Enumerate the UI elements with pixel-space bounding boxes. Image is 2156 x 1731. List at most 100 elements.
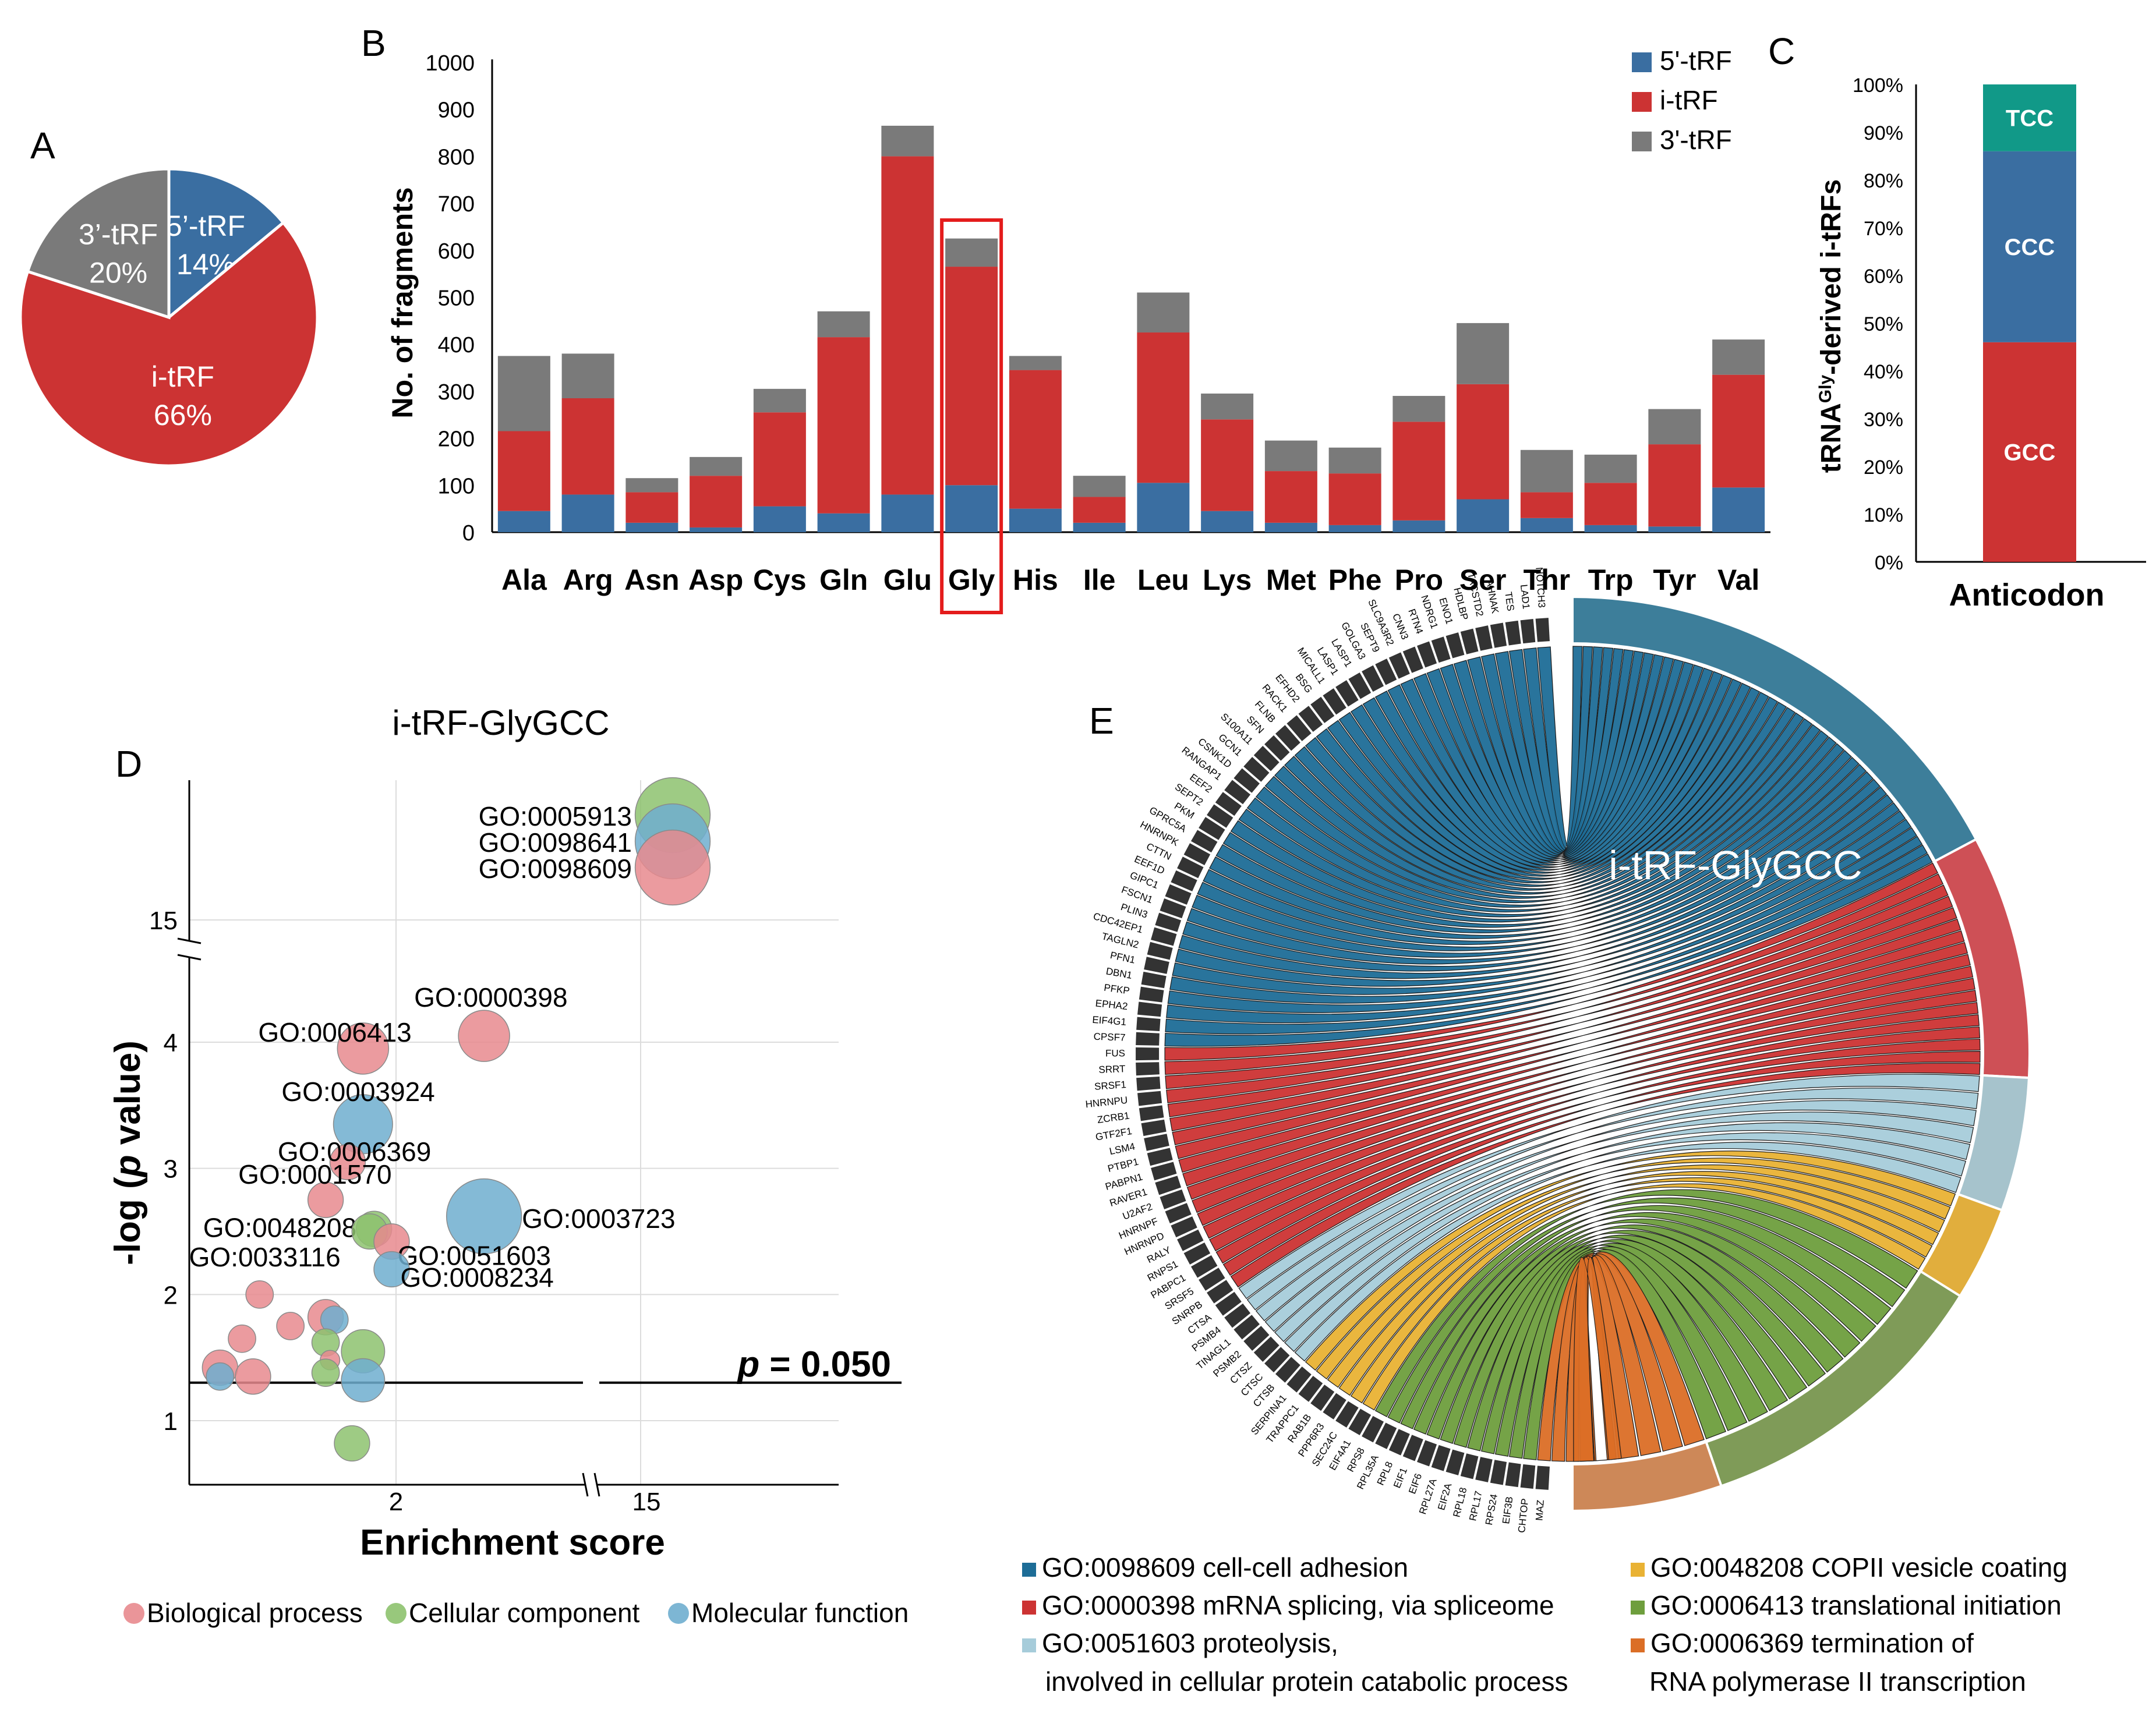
- gene-tick: [1171, 1216, 1197, 1238]
- gene-tick: [1475, 1457, 1493, 1482]
- bar-segment: [881, 494, 934, 532]
- gene-tick: [1215, 1291, 1242, 1316]
- gene-label: LAD1: [1518, 584, 1532, 610]
- gene-tick: [1445, 632, 1465, 659]
- gene-tick: [1535, 1465, 1550, 1490]
- category-arc: [1571, 1440, 1723, 1513]
- gene-label: FUS: [1105, 1047, 1125, 1059]
- y-tick-label: 80%: [1864, 170, 1903, 192]
- gene-tick: [1190, 830, 1218, 853]
- gene-tick: [1490, 1460, 1507, 1485]
- gene-label: RPL18: [1451, 1486, 1469, 1518]
- chord-link: [1209, 750, 1852, 939]
- gene-label: TAGLN2: [1101, 930, 1140, 950]
- anticodon-stacked-bar: 0% 10% 20% 30% 40% 50% 60% 70% 80% 90% 100% GCC CCC T…: [1853, 75, 2146, 574]
- bar-segment: [1137, 332, 1190, 483]
- bar-segment: [625, 522, 678, 532]
- gene-label: EIF3B: [1500, 1496, 1515, 1524]
- gene-tick: [1348, 1408, 1372, 1436]
- chord-link: [1362, 1183, 1926, 1411]
- panelD-xlabel: Enrichment score: [360, 1523, 665, 1563]
- gene-tick: [1183, 843, 1211, 866]
- gene-tick: [1160, 1189, 1186, 1209]
- x-tick-label: 2: [389, 1488, 403, 1516]
- bar-segment: [1584, 454, 1637, 483]
- gene-tick: [1362, 1415, 1384, 1443]
- y-axis-break: [177, 937, 202, 961]
- chord-link: [1172, 810, 1906, 995]
- y-tick-label: 4: [164, 1029, 178, 1057]
- chord-link: [1294, 692, 1769, 891]
- gene-tick: [1264, 735, 1290, 761]
- y-tick-label: 300: [438, 380, 475, 405]
- bar-segment: [817, 311, 870, 338]
- chord-link: [1413, 1212, 1876, 1435]
- chord-link: [1166, 836, 1923, 1024]
- gene-label: RPL17: [1467, 1490, 1484, 1522]
- gene-tick: [1151, 927, 1177, 946]
- gene-tick: [1207, 804, 1233, 828]
- x-tick-label: His: [1013, 564, 1058, 596]
- legend-swatch-5tRF: [1632, 52, 1652, 72]
- x-tick-label: Pro: [1395, 564, 1443, 596]
- chord-link: [1316, 682, 1751, 884]
- gene-tick: [1136, 1047, 1160, 1061]
- pie-slice-name: 5’-tRF: [166, 210, 245, 242]
- bar-segment: [753, 506, 806, 532]
- chord-link: [1178, 954, 1971, 1173]
- gene-tick: [1505, 620, 1521, 646]
- point-label: GO:0006413: [258, 1017, 411, 1047]
- gene-tick: [1207, 1280, 1233, 1304]
- bar-segment: [625, 492, 678, 523]
- chord-link: [1264, 707, 1796, 904]
- gene-tick: [1243, 1326, 1270, 1351]
- legend-label: GO:0051603 proteolysis,: [1042, 1628, 1338, 1658]
- y-tick-label: 400: [438, 333, 475, 357]
- pie-slice-value: 66%: [154, 399, 212, 431]
- segment-label: TCC: [2006, 105, 2053, 131]
- gene-tick: [1490, 622, 1507, 648]
- gene-label: EIF1: [1391, 1466, 1409, 1489]
- point-label: GO:0048208: [203, 1213, 356, 1243]
- chord-link: [1316, 1157, 1951, 1380]
- bar-segment: [1712, 374, 1765, 488]
- x-tick-label: Gly: [948, 564, 995, 596]
- chord-link: [1350, 1177, 1933, 1404]
- y-tick-label: 1000: [425, 51, 475, 76]
- bar-segment: [1457, 323, 1510, 384]
- scatter-point: [446, 1178, 522, 1255]
- legend-label: Molecular function: [691, 1598, 909, 1628]
- gene-tick: [1177, 1229, 1204, 1251]
- gene-tick: [1136, 1032, 1160, 1046]
- gene-tick: [1275, 725, 1300, 751]
- panelD-title: i-tRF-GlyGCC: [392, 703, 609, 742]
- segment-label: GCC: [2004, 440, 2056, 465]
- chord-link: [1164, 853, 1933, 1047]
- gene-tick: [1388, 1429, 1410, 1456]
- chord-link: [1573, 1256, 1622, 1462]
- point-label: GO:0033116: [189, 1242, 341, 1272]
- gene-tick: [1139, 1105, 1164, 1121]
- y-tick-label: 500: [438, 286, 475, 311]
- gene-tick: [1475, 625, 1493, 651]
- legend-swatch: [1022, 1601, 1036, 1615]
- y-tick-label: 3: [164, 1155, 178, 1184]
- bar-segment: [497, 356, 550, 431]
- gene-tick: [1388, 652, 1410, 679]
- chord-center-label: i-tRF-GlyGCC: [1609, 843, 1862, 888]
- y-tick-label: 90%: [1864, 122, 1903, 144]
- gene-tick: [1165, 1203, 1192, 1224]
- pie-slice-value: 20%: [89, 256, 147, 289]
- gene-tick: [1431, 1445, 1451, 1471]
- chord-link: [1294, 1142, 1961, 1362]
- gene-label: PLIN3: [1119, 901, 1149, 921]
- chord-link: [1264, 1111, 1974, 1332]
- gene-tick: [1335, 1401, 1359, 1428]
- gene-tick: [1151, 1162, 1177, 1181]
- chord-link: [1203, 1014, 1980, 1239]
- gene-label: DBN1: [1105, 965, 1133, 981]
- gene-tick: [1460, 1453, 1479, 1479]
- x-tick-label: Val: [1717, 564, 1759, 596]
- y-tick-label: 0%: [1875, 552, 1903, 574]
- bar-segment: [690, 476, 743, 528]
